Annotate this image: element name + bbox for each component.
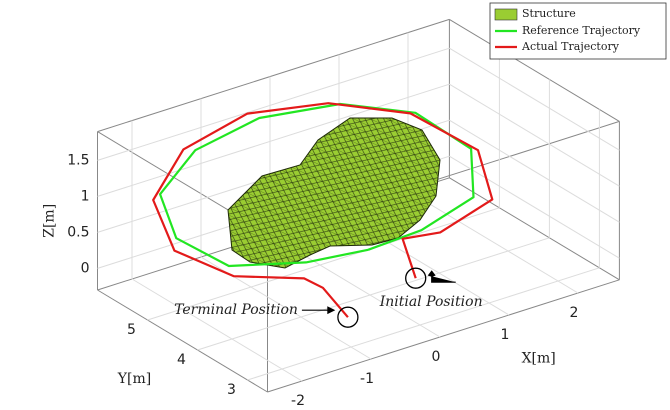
x-tick-label: 1 [501, 327, 510, 343]
annotation-initial: Initial Position [379, 294, 483, 310]
chart: -2 -1 0 1 2 3 4 5 0 0.5 1 1.5 X[m] Y[m] Z[m] Initial P… [0, 0, 670, 410]
z-tick-label: 1.5 [67, 152, 89, 168]
z-tick-label: 0 [81, 260, 90, 276]
structure-mesh [228, 118, 440, 268]
x-tick-label: -1 [360, 371, 374, 387]
z-tick-label: 0.5 [67, 224, 89, 240]
z-axis-label: Z[m] [42, 204, 58, 238]
box-edge [449, 178, 619, 280]
y-tick-label: 4 [177, 352, 186, 368]
x-axis-label: X[m] [522, 350, 556, 366]
legend-label: Actual Trajectory [521, 40, 620, 53]
legend-label: Structure [522, 7, 576, 20]
legend-swatch [495, 9, 517, 20]
y-tick-label: 5 [127, 322, 136, 338]
x-tick-label: 0 [432, 349, 441, 365]
z-tick-label: 1 [81, 188, 90, 204]
y-axis-label: Y[m] [117, 371, 151, 387]
annotation-arrow [302, 307, 334, 313]
x-tick-label: -2 [291, 393, 305, 409]
annotation-terminal: Terminal Position [174, 302, 298, 318]
y-tick-label: 3 [227, 382, 236, 398]
legend-label: Reference Trajectory [522, 24, 641, 37]
grid-line [132, 279, 302, 381]
x-tick-label: 2 [570, 305, 579, 321]
